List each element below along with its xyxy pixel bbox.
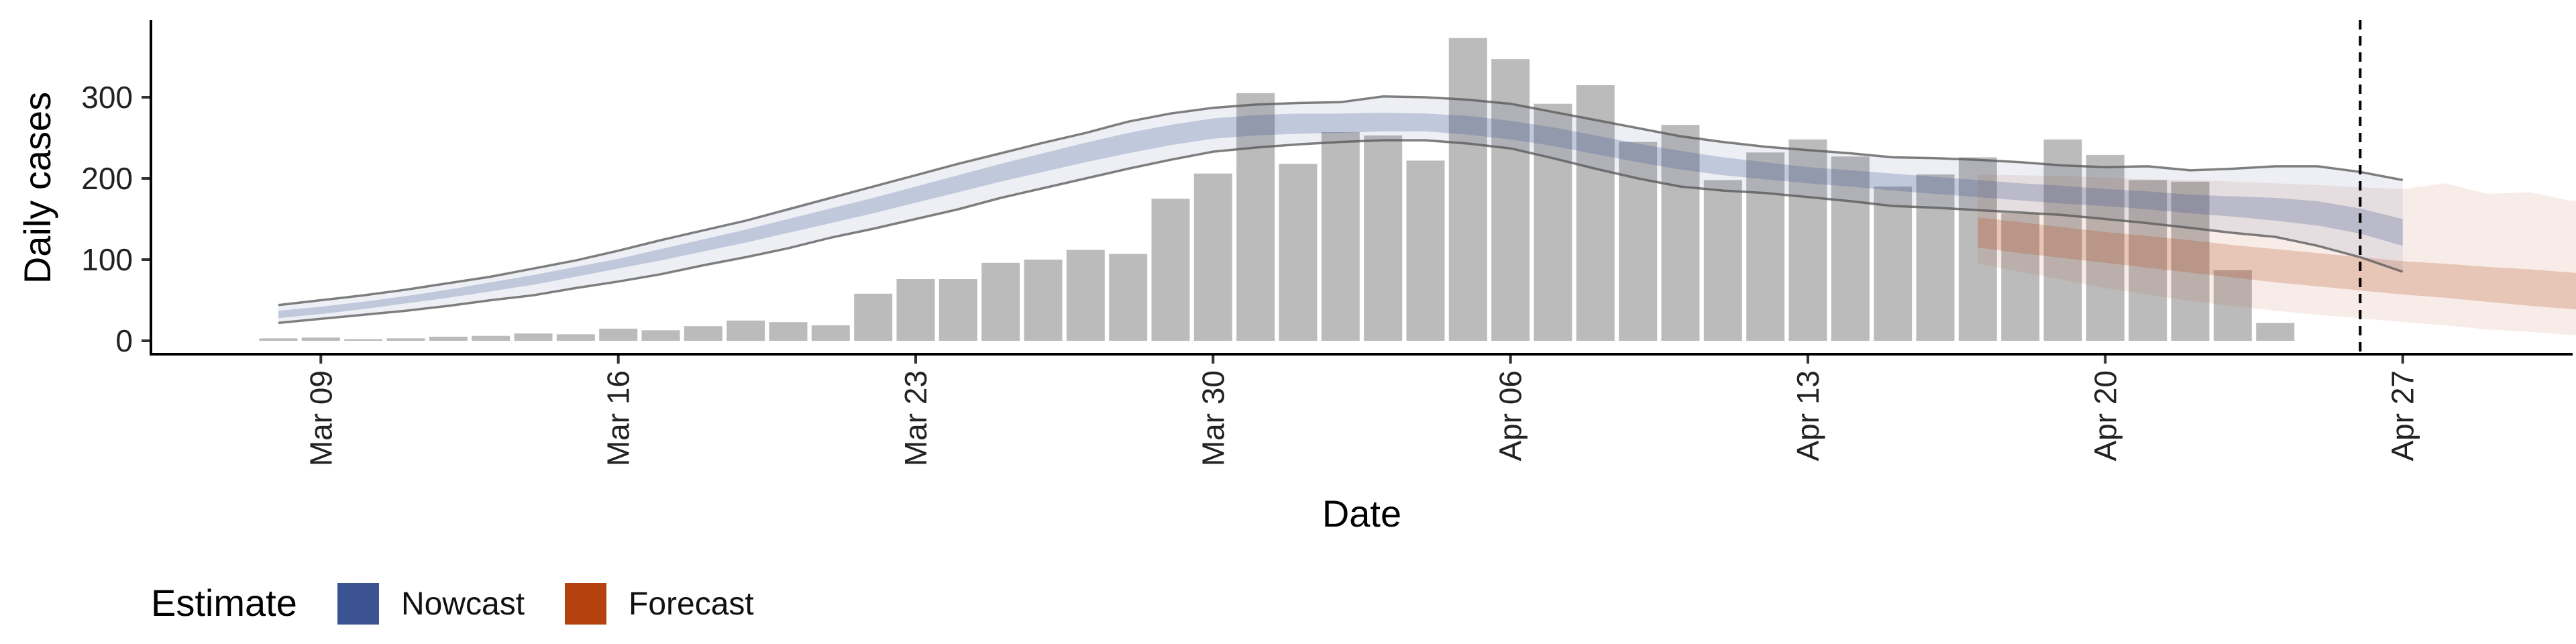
bar [727,320,765,341]
bar [1576,85,1615,341]
x-tick-label: Apr 06 [1493,370,1528,462]
y-tick-label: 0 [115,323,133,358]
bar [1703,180,1742,341]
bar [2001,213,2040,341]
bar [259,338,298,341]
forecast-outer-band [1978,174,2576,335]
bar [1874,186,1913,341]
bar [2171,181,2210,341]
bar [429,336,468,341]
bar [1448,38,1487,341]
bar [896,279,935,341]
bar [2129,180,2167,341]
bar [769,322,808,341]
bar [1831,156,1870,341]
bar [641,330,680,341]
y-ticks: 0 100 200 300 [81,80,151,358]
bar [514,333,553,341]
bar [1024,260,1063,341]
bar [1958,157,1997,341]
forecast-inner-band [1978,217,2576,310]
bar [344,339,383,341]
y-tick-label: 300 [81,80,133,115]
bar [2256,323,2295,341]
bar [1109,254,1148,341]
bar [684,326,722,341]
bar [1406,160,1445,341]
legend-label-forecast: Forecast [629,586,754,622]
x-tick-label: Mar 23 [898,370,933,466]
bar [2086,154,2125,341]
bar [1916,174,1955,341]
bar [981,262,1020,341]
bar [2043,139,2082,341]
nowcast-outer-band-lower-edge [278,139,2404,325]
x-axis-title: Date [1322,492,1401,535]
bars-layer [259,38,2295,341]
y-tick-label: 100 [81,242,133,277]
bar [556,334,595,341]
bar [1236,93,1275,341]
ribbons-layer [278,95,2576,335]
bar [1534,103,1572,341]
bar [854,293,893,341]
bar [811,325,850,341]
bar [1066,250,1105,341]
bar [1746,152,1785,341]
y-axis-title: Daily cases [16,92,58,284]
bar [1151,199,1190,341]
legend: Estimate Nowcast Forecast [151,582,754,625]
x-tick-label: Mar 16 [601,370,636,466]
bar [2213,270,2252,341]
legend-swatch-forecast [565,583,606,625]
bar [1193,173,1232,341]
bar [1661,125,1700,341]
legend-title: Estimate [151,582,297,624]
bar [1279,164,1318,341]
bar [599,328,638,341]
x-tick-label: Apr 13 [1790,370,1825,462]
legend-label-nowcast: Nowcast [401,586,525,622]
bar [1364,135,1403,341]
x-tick-label: Mar 30 [1195,370,1230,466]
legend-swatch-nowcast [337,583,379,625]
bar [938,279,977,341]
x-ticks: Mar 09 Mar 16 Mar 23 Mar 30 Apr 06 Apr 13 Apr … [303,354,2420,466]
bar [472,335,511,341]
nowcast-outer-band-upper-edge [278,95,2404,307]
x-tick-label: Apr 27 [2385,370,2420,462]
y-tick-label: 200 [81,161,133,196]
bar [1321,132,1360,341]
bar [1788,139,1827,341]
bar [301,337,340,341]
x-tick-label: Apr 20 [2088,370,2123,462]
bar [386,338,425,341]
x-tick-label: Mar 09 [303,370,338,466]
